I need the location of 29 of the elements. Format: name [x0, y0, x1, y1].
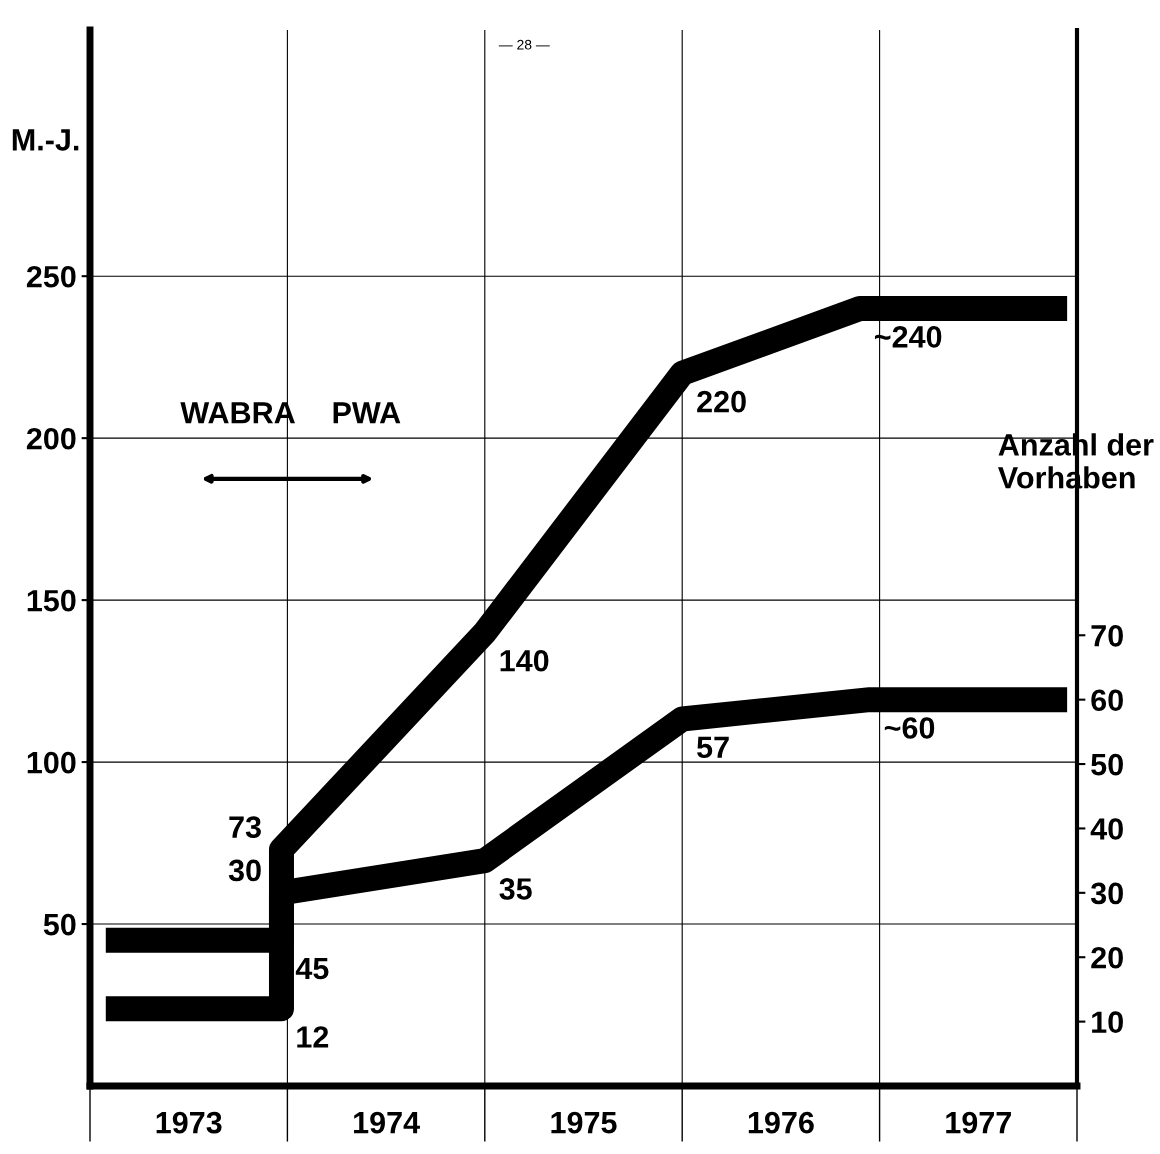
data-label: 12 [297, 1026, 329, 1048]
x-tick-label: 1977 [946, 1111, 1011, 1134]
y-axis-title: M.-J. [12, 129, 79, 151]
y2-tick-label: 60 [1091, 689, 1123, 712]
x-tick-label: 1974 [354, 1111, 420, 1134]
data-label: 30 [228, 859, 261, 882]
annotation: — 28 — [498, 39, 550, 50]
y2-tick-label: 40 [1090, 818, 1123, 840]
y-tick-label: 50 [43, 913, 76, 936]
y-tick-label: 200 [26, 427, 76, 450]
y2-tick-label: 70 [1091, 625, 1123, 647]
data-label: 73 [229, 816, 261, 838]
data-label: 45 [295, 958, 329, 980]
data-label: ~60 [884, 717, 935, 739]
data-label: 140 [500, 649, 549, 672]
data-label: 57 [697, 736, 729, 759]
x-tick-label: 1973 [156, 1111, 222, 1134]
y2-tick-label: 20 [1091, 946, 1123, 969]
data-label: 35 [499, 878, 532, 900]
y2-tick-label: 50 [1091, 753, 1123, 776]
annotation: PWA [333, 402, 401, 424]
y2-tick-label: 10 [1092, 1011, 1123, 1033]
x-tick-label: 1975 [551, 1111, 617, 1134]
x-tick-label: 1976 [748, 1111, 814, 1134]
y-tick-label: 150 [27, 589, 76, 612]
data-label: 220 [697, 390, 746, 413]
y-tick-label: 100 [27, 751, 76, 774]
y2-tick-label: 30 [1090, 882, 1123, 905]
y-tick-label: 250 [26, 265, 76, 288]
